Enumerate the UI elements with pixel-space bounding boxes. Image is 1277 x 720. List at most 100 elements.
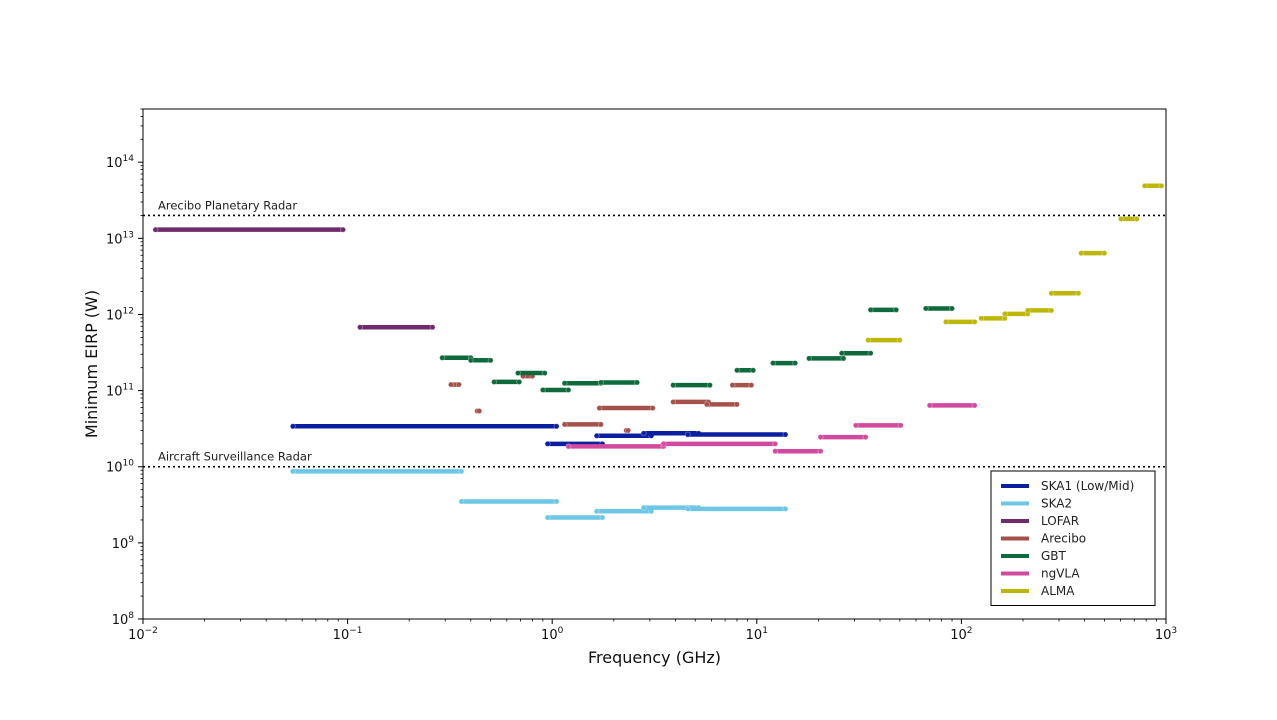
segment-endpoint (782, 505, 789, 512)
segment-endpoint (541, 370, 548, 377)
series-0 (289, 423, 789, 447)
segment-endpoint (838, 350, 845, 357)
segment-endpoint (1048, 290, 1055, 297)
segment-endpoint (896, 337, 903, 344)
segment-endpoint (596, 405, 603, 412)
segment-endpoint (565, 443, 572, 450)
segment-endpoint (922, 305, 929, 312)
segment-endpoint (971, 318, 978, 325)
legend-marker (1013, 484, 1017, 488)
segment-endpoint (565, 386, 572, 393)
segment-endpoint (949, 305, 956, 312)
x-tick-label: 101 (746, 626, 768, 643)
segment-endpoint (684, 505, 691, 512)
segment-endpoint (852, 422, 859, 429)
y-tick-label: 1014 (106, 154, 134, 171)
segment-endpoint (706, 382, 713, 389)
legend-marker (1013, 519, 1017, 523)
segment-endpoint (748, 382, 755, 389)
segment-endpoint (561, 380, 568, 387)
x-tick-label: 10−1 (333, 626, 363, 643)
legend-label: ALMA (1041, 584, 1075, 598)
segment-endpoint (867, 306, 874, 313)
segment-endpoint (1117, 215, 1124, 222)
segment-endpoint (660, 440, 667, 447)
legend-label: LOFAR (1041, 514, 1079, 528)
segment-endpoint (865, 337, 872, 344)
series-3 (447, 373, 755, 434)
y-tick-label: 108 (112, 611, 135, 628)
y-axis-label: Minimum EIRP (W) (82, 290, 101, 438)
legend: SKA1 (Low/Mid) SKA2 LOFAR Arecibo GBT ngVLA AL… (990, 470, 1156, 606)
x-tick-label: 102 (950, 626, 972, 643)
legend-entry: SKA1 (Low/Mid) (1001, 479, 1134, 493)
segment-endpoint (429, 324, 436, 331)
segment-endpoint (897, 422, 904, 429)
segment-endpoint (971, 402, 978, 409)
segment-endpoint (684, 431, 691, 438)
segment-endpoint (553, 498, 560, 505)
x-tick-label: 100 (541, 626, 564, 643)
legend-marker (1013, 571, 1017, 576)
series-4 (439, 305, 956, 393)
segment-endpoint (1024, 307, 1031, 314)
segment-endpoint (729, 382, 736, 389)
legend-entry: Arecibo (1001, 532, 1086, 546)
segment-endpoint (593, 432, 600, 439)
segment-endpoint (733, 367, 740, 374)
legend-marker (1013, 501, 1017, 506)
segment-endpoint (544, 514, 551, 521)
segment-endpoint (561, 421, 568, 428)
segment-endpoint (491, 378, 498, 385)
legend-entry: ngVLA (1001, 567, 1080, 581)
legend-label: ngVLA (1041, 567, 1080, 581)
series-5 (565, 402, 978, 455)
x-tick-label: 103 (1155, 626, 1177, 643)
reference-line-label: Arecibo Planetary Radar (158, 198, 297, 212)
reference-lines: Arecibo Planetary Radar Aircraft Surveill… (143, 198, 1166, 468)
segment-endpoint (670, 382, 677, 389)
segment-endpoint (733, 401, 740, 408)
segment-endpoint (817, 434, 824, 441)
segment-endpoint (1133, 215, 1140, 222)
segment-endpoint (593, 508, 600, 515)
segment-endpoint (867, 350, 874, 357)
segment-endpoint (1158, 182, 1165, 189)
segment-endpoint (703, 401, 710, 408)
series-6 (865, 182, 1165, 344)
axis-ticks: 10−2 10−1 100 101 102 103 108 109 1010 1011 1012 10… (106, 108, 1177, 643)
legend-marker (1013, 589, 1017, 593)
reference-line-label: Aircraft Surveillance Radar (158, 450, 312, 464)
legend-label: Arecibo (1041, 532, 1086, 546)
segment-endpoint (792, 360, 799, 367)
segment-endpoint (597, 421, 604, 428)
x-tick-label: 10−2 (128, 626, 158, 643)
segment-endpoint (289, 468, 296, 475)
segment-endpoint (772, 440, 779, 447)
segment-endpoint (649, 405, 656, 412)
segment-endpoint (817, 448, 824, 455)
segment-endpoint (840, 355, 847, 362)
segment-endpoint (458, 498, 465, 505)
segment-endpoint (893, 306, 900, 313)
segment-endpoint (1101, 250, 1108, 257)
segment-endpoint (806, 355, 813, 362)
segment-endpoint (544, 440, 551, 447)
segment-endpoint (539, 386, 546, 393)
y-tick-label: 1010 (106, 459, 134, 476)
segment-endpoint (289, 423, 296, 430)
segment-endpoint (514, 370, 521, 377)
segment-endpoint (772, 448, 779, 455)
legend-entry: ALMA (1001, 584, 1075, 598)
x-axis-label: Frequency (GHz) (588, 648, 721, 667)
segment-endpoint (152, 226, 159, 233)
segment-endpoint (357, 324, 364, 331)
segment-endpoint (467, 357, 474, 364)
segment-endpoint (862, 434, 869, 441)
segment-endpoint (670, 398, 677, 405)
segment-endpoint (640, 504, 647, 511)
legend-label: SKA2 (1041, 497, 1072, 511)
segment-endpoint (1141, 182, 1148, 189)
series-2 (152, 226, 436, 331)
